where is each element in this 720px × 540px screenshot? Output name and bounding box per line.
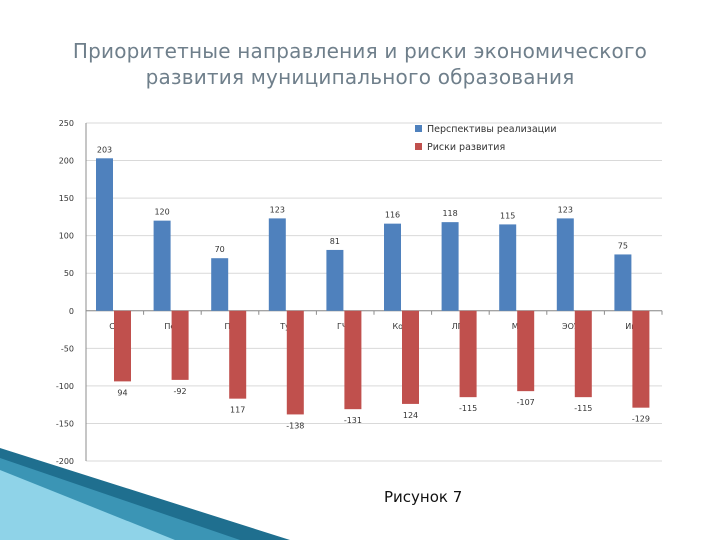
- y-tick-label: 250: [59, 119, 74, 128]
- bar-risks: [632, 310, 650, 408]
- bar-risks: [171, 310, 189, 380]
- data-label-prospects: 115: [500, 211, 515, 220]
- data-label-prospects: 81: [330, 237, 340, 246]
- bars: [96, 158, 650, 415]
- bar-prospects: [384, 223, 401, 311]
- y-tick-label: -200: [56, 457, 74, 466]
- bar-prospects: [556, 218, 574, 311]
- corner-decoration-light: [0, 470, 175, 540]
- data-label-prospects: 123: [270, 205, 285, 214]
- y-tick-label: -150: [56, 419, 74, 428]
- y-tick-label: 100: [59, 232, 74, 241]
- bar-risks: [459, 310, 477, 398]
- bar-risks: [402, 310, 419, 404]
- bar-prospects: [268, 218, 286, 311]
- y-tick-label: -100: [56, 382, 74, 391]
- y-tick-label: 50: [64, 269, 74, 278]
- data-label-risks: -92: [174, 387, 187, 396]
- data-label-prospects: 120: [154, 208, 169, 217]
- bar-risks: [344, 310, 362, 410]
- legend: Перспективы реализации Риски развития: [415, 124, 557, 153]
- data-label-prospects: 70: [215, 245, 225, 254]
- y-tick-label: -50: [61, 344, 74, 353]
- data-label-prospects: 118: [442, 209, 457, 218]
- bar-prospects: [441, 222, 459, 311]
- bar-risks: [286, 310, 304, 415]
- data-labels: 203 94 120 -92 70 117 123 -138 81 -131 116 124 118 -1…: [97, 145, 650, 430]
- y-tick-label: 0: [69, 307, 74, 316]
- bar-risks: [517, 310, 535, 392]
- data-label-risks: -131: [344, 416, 362, 425]
- legend-label: Риски развития: [427, 142, 505, 153]
- y-tick-label: 150: [59, 194, 74, 203]
- bar-prospects: [326, 249, 344, 311]
- data-label-prospects: 75: [618, 241, 628, 250]
- bar-prospects: [96, 158, 113, 311]
- bar-prospects: [614, 254, 632, 311]
- data-label-risks: 117: [230, 406, 245, 415]
- legend-swatch: [415, 143, 422, 150]
- slide-title: Приоритетные направления и риски экономи…: [30, 38, 690, 90]
- bar-prospects: [153, 220, 171, 311]
- data-label-risks: -107: [517, 398, 535, 407]
- bar-prospects: [499, 224, 517, 311]
- figure-caption: Рисунок 7: [384, 488, 463, 506]
- data-label-risks: -138: [286, 421, 304, 430]
- data-label-risks: 94: [117, 388, 127, 397]
- slide-title-line-2: развития муниципального образования: [145, 65, 575, 89]
- bar-risks: [229, 310, 247, 399]
- y-tick-label: 200: [59, 157, 74, 166]
- data-label-prospects: 123: [558, 205, 573, 214]
- data-label-risks: -115: [459, 404, 477, 413]
- bar-prospects: [211, 258, 229, 311]
- legend-swatch: [415, 125, 422, 132]
- data-label-risks: -115: [574, 404, 592, 413]
- data-label-risks: -129: [632, 415, 650, 424]
- data-label-prospects: 116: [385, 211, 400, 220]
- slide-title-line-1: Приоритетные направления и риски экономи…: [72, 39, 648, 63]
- data-label-prospects: 203: [97, 145, 112, 154]
- data-label-risks: 124: [403, 411, 418, 420]
- bar-risks: [114, 310, 131, 382]
- bar-risks: [574, 310, 592, 398]
- legend-label: Перспективы реализации: [427, 124, 557, 135]
